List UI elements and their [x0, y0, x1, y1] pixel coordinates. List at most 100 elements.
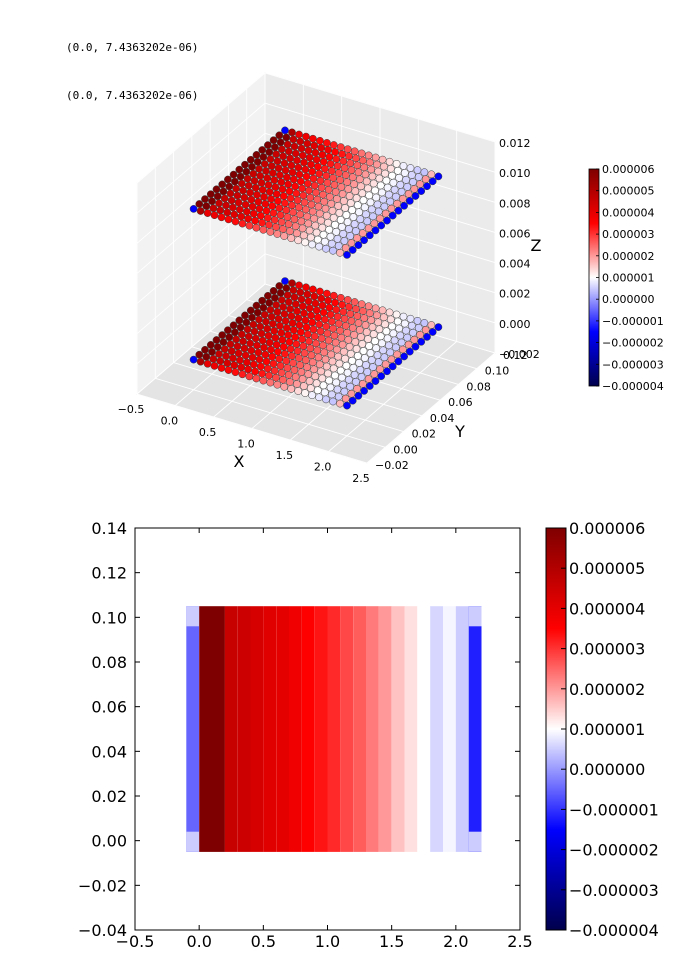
scatter-point — [201, 195, 209, 203]
scatter-point — [212, 336, 221, 344]
scatter-point — [329, 174, 337, 182]
scatter-point — [325, 153, 334, 161]
scatter-point — [373, 200, 382, 209]
scatter-point — [215, 199, 223, 208]
scatter-point — [306, 193, 315, 202]
scatter-point — [308, 391, 316, 400]
scatter-point — [297, 368, 306, 376]
scatter-point — [383, 334, 392, 343]
scatter-point — [291, 373, 300, 381]
x-tick-label: 0.5 — [251, 932, 276, 951]
scatter-3d-figure: −0.5 0.0 0.5 1.0 1.5 2.0 2.5 −0.02 0.00 0.02 0.04 0… — [118, 72, 664, 485]
scatter-point — [281, 277, 289, 285]
heatmap-cell — [224, 606, 238, 852]
scatter-point — [276, 211, 285, 219]
scatter-point — [363, 368, 372, 376]
scatter-point — [353, 312, 362, 320]
scatter-point — [305, 153, 314, 162]
scatter-point — [339, 307, 348, 316]
scatter-point — [367, 356, 376, 364]
scatter-point — [286, 227, 294, 236]
scatter-point — [371, 337, 379, 346]
scatter-point — [350, 147, 359, 156]
scatter-point — [290, 293, 299, 302]
scatter-point — [239, 337, 247, 346]
scatter-point — [341, 244, 350, 252]
scatter-point — [365, 191, 374, 200]
y-tick-label: 0.02 — [412, 428, 437, 441]
z-tick-label: 0.010 — [499, 167, 531, 180]
scatter-point — [320, 348, 329, 357]
scatter-point — [233, 191, 242, 200]
scatter-point — [206, 341, 215, 349]
scatter-point — [333, 195, 341, 203]
scatter-point — [289, 326, 298, 334]
scatter-point — [243, 174, 252, 183]
scatter-point — [312, 228, 321, 237]
scatter-point — [276, 361, 285, 370]
scatter-point — [295, 203, 303, 212]
scatter-point — [335, 319, 343, 328]
scatter-point — [259, 153, 268, 161]
scatter-point — [273, 230, 282, 238]
scatter-point — [236, 205, 244, 214]
scatter-point — [216, 206, 225, 215]
scatter-point — [281, 126, 289, 135]
scatter-point — [273, 157, 282, 166]
scatter-point — [296, 177, 305, 186]
y-tick-label: 0.12 — [503, 349, 528, 362]
scatter-point — [293, 380, 301, 388]
scatter-point — [293, 196, 302, 205]
scatter-point — [378, 188, 386, 197]
scatter-point — [255, 355, 264, 364]
scatter-point — [255, 165, 263, 173]
scatter-point — [254, 197, 263, 206]
scatter-point — [322, 171, 331, 180]
scatter-point — [377, 221, 386, 230]
scatter-point — [267, 312, 276, 321]
scatter-point — [242, 318, 251, 327]
x-tick-label: 1.5 — [276, 449, 294, 462]
scatter-point — [335, 169, 343, 177]
scatter-point — [279, 303, 287, 311]
scatter-point — [326, 160, 335, 168]
scatter-point — [265, 221, 273, 229]
scatter-point — [411, 342, 420, 351]
scatter-point — [336, 216, 345, 224]
scatter-point — [303, 290, 312, 299]
scatter-point — [295, 281, 303, 290]
scatter-point — [400, 319, 409, 328]
z-tick-label: 0.012 — [499, 137, 531, 150]
scatter-point — [420, 168, 429, 177]
scatter-point — [414, 173, 423, 181]
scatter-point — [246, 306, 255, 315]
scatter-point — [327, 390, 336, 399]
scatter-point — [287, 385, 296, 393]
scatter-point — [292, 340, 301, 348]
scatter-point — [326, 232, 335, 241]
scatter-point — [343, 145, 352, 154]
gridline-z — [264, 253, 496, 324]
scatter-point — [236, 172, 245, 181]
scatter-point — [310, 292, 319, 301]
scatter-point — [231, 368, 240, 377]
scatter-point — [381, 209, 390, 218]
scatter-point — [279, 343, 288, 351]
scatter-point — [289, 208, 297, 217]
scatter-point — [202, 352, 211, 361]
scatter-point — [375, 325, 384, 334]
scatter-point — [382, 327, 391, 336]
scatter-point — [328, 317, 336, 326]
scatter-point — [286, 305, 294, 313]
scatter-point — [338, 223, 346, 231]
scatter-point — [417, 337, 426, 346]
scatter-point — [379, 346, 388, 355]
scatter-point — [217, 364, 226, 372]
scatter-point — [291, 333, 299, 341]
scatter-point — [409, 328, 417, 337]
scatter-point — [298, 335, 306, 344]
scatter-point — [373, 351, 382, 360]
scatter-point — [284, 147, 293, 156]
scatter-point — [371, 304, 380, 313]
scatter-point — [260, 310, 269, 319]
